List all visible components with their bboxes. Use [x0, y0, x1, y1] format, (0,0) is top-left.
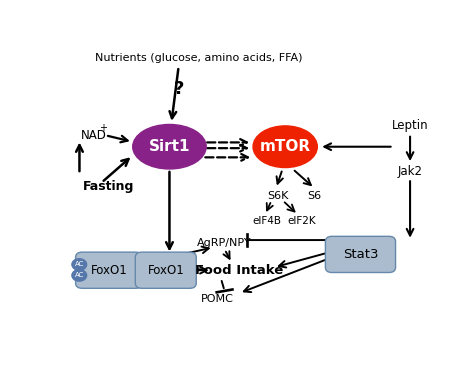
Ellipse shape: [133, 125, 206, 169]
Text: AC: AC: [74, 272, 84, 278]
Text: NAD: NAD: [82, 129, 107, 142]
Text: Stat3: Stat3: [343, 248, 378, 261]
Text: S6K: S6K: [267, 191, 289, 201]
FancyBboxPatch shape: [325, 236, 396, 273]
Text: Sirt1: Sirt1: [149, 139, 190, 154]
Text: POMC: POMC: [201, 294, 234, 304]
Text: eIF4B: eIF4B: [252, 216, 281, 226]
Text: FoxO1: FoxO1: [147, 264, 184, 277]
Text: ?: ?: [173, 80, 184, 98]
Text: Jak2: Jak2: [398, 164, 422, 178]
FancyBboxPatch shape: [75, 252, 142, 288]
Text: Food Intake: Food Intake: [195, 264, 283, 277]
Text: S6: S6: [308, 191, 322, 201]
Ellipse shape: [253, 126, 317, 167]
Text: AgRP/NPY: AgRP/NPY: [197, 238, 252, 248]
Text: Leptin: Leptin: [392, 119, 428, 132]
Text: Fasting: Fasting: [83, 181, 135, 194]
Circle shape: [72, 270, 87, 281]
Text: Nutrients (glucose, amino acids, FFA): Nutrients (glucose, amino acids, FFA): [95, 53, 302, 63]
Circle shape: [72, 259, 87, 270]
Text: eIF2K: eIF2K: [287, 216, 316, 226]
Text: FoxO1: FoxO1: [91, 264, 127, 277]
FancyBboxPatch shape: [135, 252, 196, 288]
Text: +: +: [99, 123, 107, 133]
Text: AC: AC: [74, 261, 84, 267]
Text: mTOR: mTOR: [260, 139, 311, 154]
